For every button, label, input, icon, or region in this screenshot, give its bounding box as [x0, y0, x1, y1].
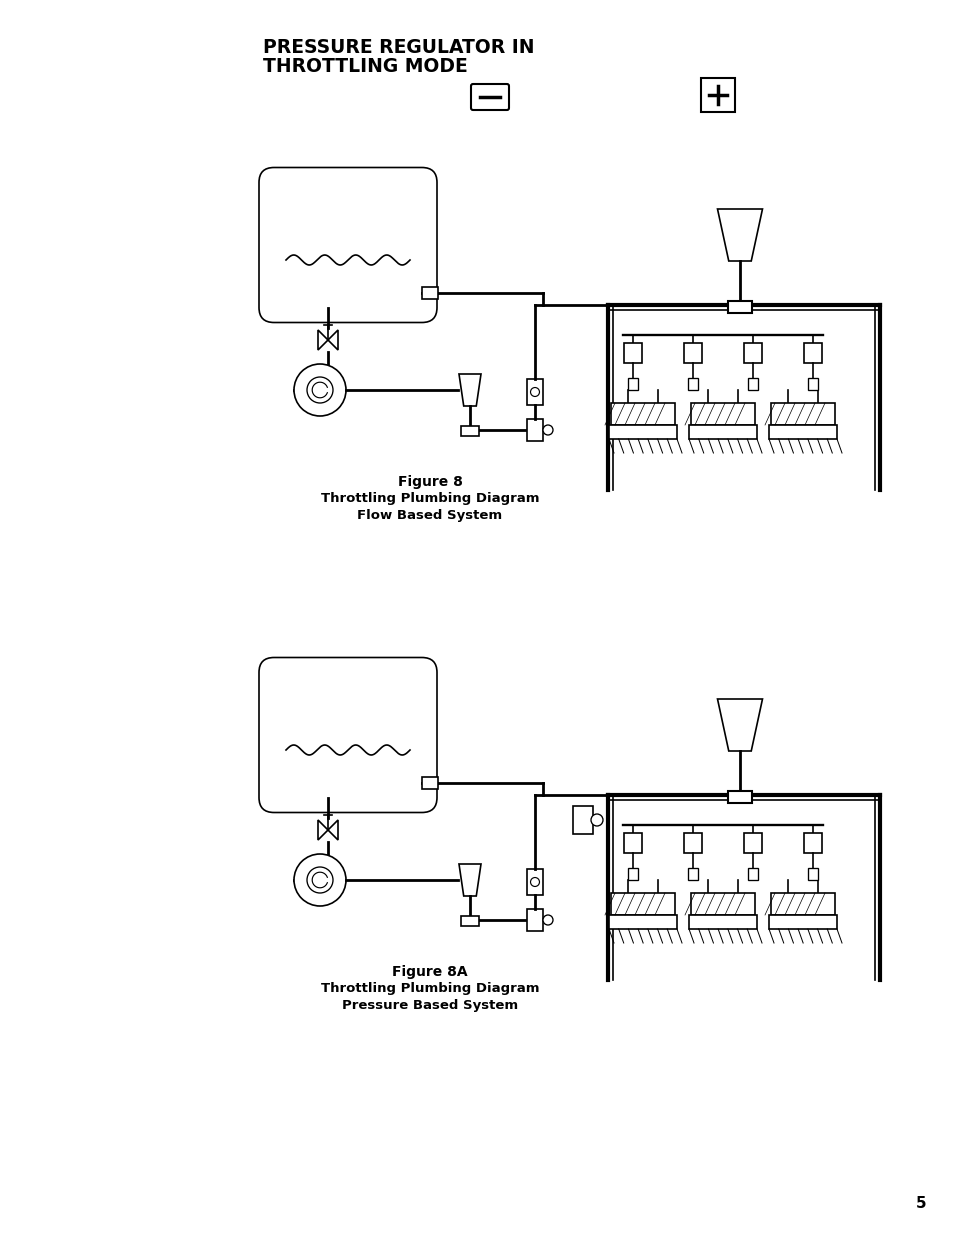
Text: Flow Based System: Flow Based System	[357, 509, 502, 522]
Circle shape	[542, 915, 553, 925]
Bar	[526, 909, 542, 931]
Text: Pressure Based System: Pressure Based System	[341, 999, 517, 1011]
Polygon shape	[458, 374, 480, 406]
Bar	[747, 868, 758, 881]
Text: Figure 8A: Figure 8A	[392, 965, 467, 979]
Circle shape	[590, 814, 602, 826]
Bar	[460, 916, 478, 926]
Text: PRESSURE REGULATOR IN: PRESSURE REGULATOR IN	[263, 38, 534, 57]
Bar	[526, 419, 542, 441]
Bar	[608, 915, 677, 929]
Bar	[700, 78, 734, 112]
Bar	[688, 425, 757, 438]
Bar	[770, 893, 834, 915]
Bar	[803, 343, 821, 363]
Bar	[421, 777, 437, 788]
Bar	[727, 790, 751, 803]
Bar	[610, 893, 675, 915]
Bar	[627, 378, 638, 390]
Bar	[608, 425, 677, 438]
Polygon shape	[717, 699, 761, 751]
Bar	[610, 403, 675, 425]
Bar	[690, 893, 754, 915]
Bar	[688, 915, 757, 929]
Bar	[683, 343, 701, 363]
Bar	[573, 806, 593, 834]
Bar	[807, 378, 817, 390]
Bar	[803, 832, 821, 853]
Bar	[727, 301, 751, 312]
Text: Throttling Plumbing Diagram: Throttling Plumbing Diagram	[320, 492, 538, 505]
Polygon shape	[317, 820, 337, 840]
Bar	[526, 869, 542, 895]
Bar	[623, 832, 641, 853]
FancyBboxPatch shape	[258, 657, 436, 813]
Bar	[768, 425, 836, 438]
Bar	[747, 378, 758, 390]
Bar	[743, 832, 761, 853]
Bar	[687, 868, 698, 881]
Text: 5: 5	[915, 1195, 925, 1210]
Bar	[768, 915, 836, 929]
Bar	[743, 343, 761, 363]
Text: THROTTLING MODE: THROTTLING MODE	[263, 57, 467, 77]
Circle shape	[294, 364, 346, 416]
Text: Throttling Plumbing Diagram: Throttling Plumbing Diagram	[320, 982, 538, 995]
Bar	[807, 868, 817, 881]
Polygon shape	[317, 330, 337, 350]
Circle shape	[294, 853, 346, 906]
Bar	[687, 378, 698, 390]
Polygon shape	[458, 864, 480, 897]
Text: Figure 8: Figure 8	[397, 475, 462, 489]
Bar	[623, 343, 641, 363]
Polygon shape	[717, 209, 761, 261]
Bar	[460, 426, 478, 436]
FancyBboxPatch shape	[258, 168, 436, 322]
Bar	[683, 832, 701, 853]
Bar	[690, 403, 754, 425]
FancyBboxPatch shape	[471, 84, 509, 110]
Bar	[627, 868, 638, 881]
Bar	[770, 403, 834, 425]
Bar	[526, 379, 542, 405]
Bar	[421, 287, 437, 299]
Circle shape	[542, 425, 553, 435]
